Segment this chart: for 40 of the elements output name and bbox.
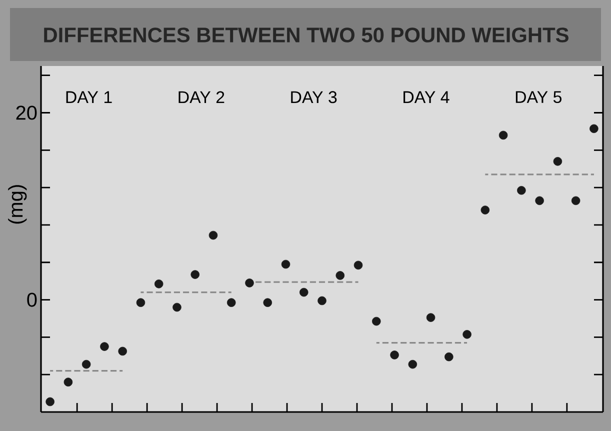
point — [100, 342, 109, 351]
point — [535, 196, 544, 206]
y-tick-label: 0 — [27, 292, 37, 307]
chart-title: DIFFERENCES BETWEEN TWO 50 POUND WEIGHTS — [44, 28, 568, 42]
point — [46, 397, 54, 406]
y-tick-label: 20 — [16, 106, 37, 120]
point — [318, 296, 326, 306]
point — [190, 270, 200, 279]
point — [390, 350, 399, 360]
point — [590, 124, 598, 134]
point — [281, 260, 290, 269]
y-axis-title: (mg) — [8, 185, 27, 224]
point — [408, 360, 418, 369]
point — [444, 352, 454, 362]
point — [480, 206, 490, 214]
point — [82, 360, 91, 369]
point — [354, 260, 363, 270]
point — [517, 186, 526, 195]
annotation: DAY 3 — [291, 91, 337, 104]
point — [172, 302, 182, 312]
point — [372, 316, 381, 326]
point — [426, 313, 436, 322]
point — [64, 378, 73, 386]
point — [118, 346, 127, 356]
point — [226, 298, 236, 307]
annotation: DAY 5 — [516, 91, 562, 104]
annotation: DAY 2 — [178, 91, 224, 104]
point — [553, 157, 562, 166]
point — [571, 196, 580, 206]
point — [208, 230, 218, 240]
point — [498, 130, 508, 140]
point — [462, 330, 472, 339]
annotation: DAY 4 — [404, 91, 450, 103]
point — [336, 271, 345, 280]
point — [245, 278, 254, 288]
point — [136, 298, 146, 307]
annotation: DAY 1 — [66, 91, 112, 103]
point — [299, 288, 308, 297]
point — [263, 298, 272, 307]
point — [154, 280, 164, 288]
